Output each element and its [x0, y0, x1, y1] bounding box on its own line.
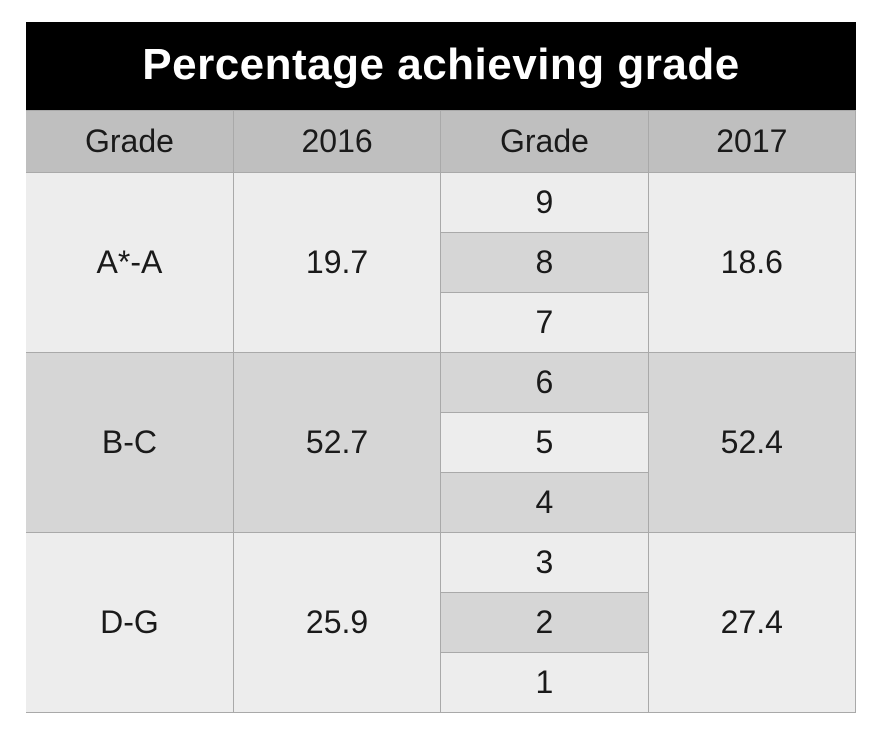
col-header-grade-2017: Grade: [441, 110, 648, 172]
sub-grade-cell: 9: [441, 172, 648, 232]
value-2016-cell: 52.7: [233, 352, 440, 532]
table-header-row: Grade 2016 Grade 2017: [26, 110, 856, 172]
grade-table-container: Percentage achieving grade Grade 2016 Gr…: [26, 22, 856, 713]
value-2016-cell: 25.9: [233, 532, 440, 712]
grade-2016-cell: A*-A: [26, 172, 233, 352]
sub-grade-cell: 7: [441, 292, 648, 352]
value-2017-cell: 18.6: [648, 172, 855, 352]
col-header-year-2016: 2016: [233, 110, 440, 172]
grade-table: Grade 2016 Grade 2017 A*-A 19.7 9 18.6 8…: [26, 110, 856, 713]
value-2017-cell: 52.4: [648, 352, 855, 532]
table-title: Percentage achieving grade: [26, 22, 856, 110]
sub-grade-cell: 4: [441, 472, 648, 532]
sub-grade-cell: 2: [441, 592, 648, 652]
sub-grade-cell: 8: [441, 232, 648, 292]
grade-2016-cell: B-C: [26, 352, 233, 532]
value-2017-cell: 27.4: [648, 532, 855, 712]
sub-grade-cell: 6: [441, 352, 648, 412]
table-row: B-C 52.7 6 52.4: [26, 352, 856, 412]
grade-2016-cell: D-G: [26, 532, 233, 712]
sub-grade-cell: 3: [441, 532, 648, 592]
col-header-year-2017: 2017: [648, 110, 855, 172]
sub-grade-cell: 1: [441, 652, 648, 712]
sub-grade-cell: 5: [441, 412, 648, 472]
table-row: A*-A 19.7 9 18.6: [26, 172, 856, 232]
value-2016-cell: 19.7: [233, 172, 440, 352]
col-header-grade-2016: Grade: [26, 110, 233, 172]
table-row: D-G 25.9 3 27.4: [26, 532, 856, 592]
